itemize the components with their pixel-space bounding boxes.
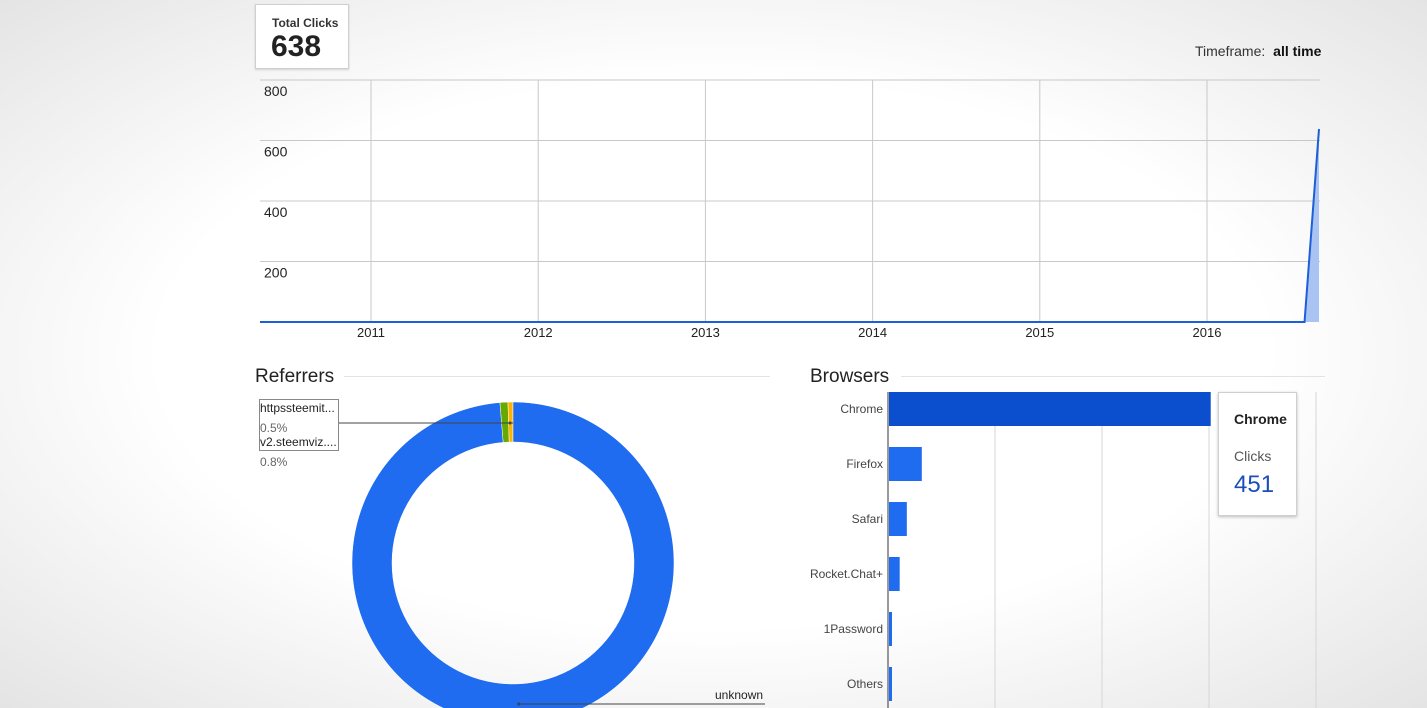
x-tick-label: 2016 xyxy=(1193,325,1222,340)
bar-others xyxy=(889,667,892,701)
tooltip-label: Clicks xyxy=(1234,448,1272,464)
total-clicks-label: Total Clicks xyxy=(272,16,339,30)
bar-label: Rocket.Chat+ xyxy=(810,567,883,581)
referrers-title: Referrers xyxy=(255,366,335,387)
area-fill xyxy=(260,129,1319,322)
referrer-label-1: httpssteemit... xyxy=(260,401,335,415)
bar-firefox xyxy=(889,447,922,481)
clicks-over-time-chart: 800 600 400 200 2011 2012 2013 2014 2015 2016 xyxy=(260,79,1320,340)
timeframe-value[interactable]: all time xyxy=(1273,43,1322,59)
x-tick-label: 2013 xyxy=(691,325,720,340)
x-tick-label: 2015 xyxy=(1025,325,1054,340)
bar-label: Safari xyxy=(852,512,883,526)
bar-label: Others xyxy=(847,677,883,691)
leader-dot-bottom xyxy=(517,702,521,706)
x-tick-label: 2014 xyxy=(858,325,887,340)
y-tick-label: 200 xyxy=(264,265,288,281)
y-tick-label: 800 xyxy=(264,83,288,99)
bar-1password xyxy=(889,612,892,646)
clicks-line xyxy=(260,128,1320,323)
bar-safari xyxy=(889,502,907,536)
chart-tooltip: Chrome Clicks 451 xyxy=(1218,392,1297,516)
donut-slice xyxy=(351,401,675,708)
referrers-donut-chart xyxy=(339,401,765,708)
total-clicks-card: Total Clicks 638 xyxy=(255,4,349,69)
referrers-divider xyxy=(344,376,770,377)
bar-label: Firefox xyxy=(846,457,883,471)
browsers-divider xyxy=(901,376,1325,377)
bar-rocket-chat- xyxy=(889,557,900,591)
bar-label: Chrome xyxy=(840,402,883,416)
browsers-bar-chart: Chrome Firefox Safari Rocket.Chat+ 1Password… xyxy=(810,392,1317,708)
referrer-pct-2: 0.8% xyxy=(260,455,288,469)
browsers-title: Browsers xyxy=(810,366,890,387)
bar-label: 1Password xyxy=(824,622,883,636)
total-clicks-value: 638 xyxy=(271,30,322,63)
x-tick-label: 2011 xyxy=(357,325,385,340)
referrer-pct-1: 0.5% xyxy=(260,421,288,435)
tooltip-value: 451 xyxy=(1234,471,1275,498)
referrer-label-unknown: unknown xyxy=(715,688,764,702)
y-tick-label: 400 xyxy=(264,204,288,220)
leader-dot-top xyxy=(508,421,512,425)
timeframe-label: Timeframe: xyxy=(1195,43,1266,59)
timeframe-selector[interactable]: Timeframe: all time xyxy=(1195,43,1321,59)
tooltip-title: Chrome xyxy=(1234,411,1287,427)
x-tick-label: 2012 xyxy=(524,325,553,340)
bar-chrome xyxy=(889,392,1211,426)
y-tick-label: 600 xyxy=(264,144,288,160)
referrer-label-2: v2.steemviz.... xyxy=(260,435,337,449)
